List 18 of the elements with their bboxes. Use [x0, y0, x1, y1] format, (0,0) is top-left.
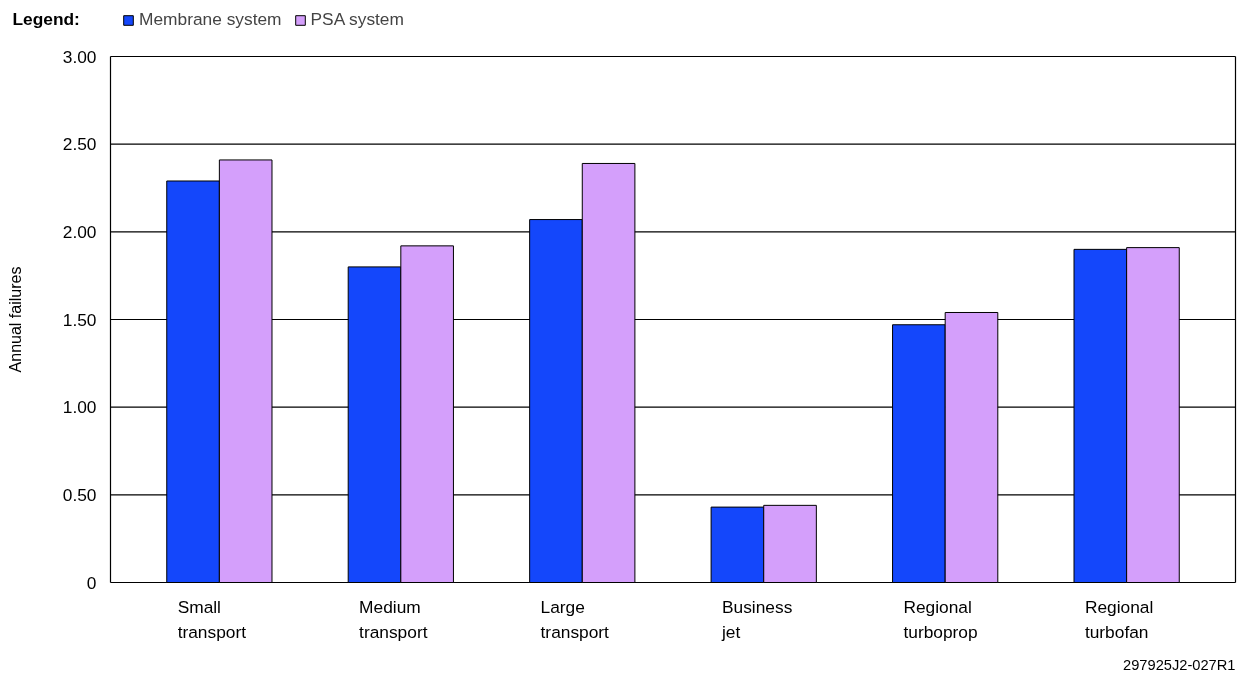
y-axis-title: Annual failures [7, 266, 24, 373]
legend-label: Membrane system [139, 9, 282, 30]
x-tick-label: Small transport [177, 596, 247, 642]
y-tick-label: 0 [86, 572, 97, 593]
legend-title: Legend: [12, 8, 80, 29]
y-tick-label: 3.00 [62, 46, 97, 67]
y-tick-label: 2.50 [62, 134, 97, 155]
x-tick-label: Regional turbofan [1084, 596, 1154, 642]
text: 297925J2-027R1 [1123, 656, 1236, 673]
x-tick-label: Large transport [540, 596, 610, 642]
y-tick-label: 2.00 [62, 221, 97, 242]
x-tick-label: Regional turboprop [903, 596, 978, 642]
legend-label: PSA system [310, 9, 404, 30]
y-tick-label: 1.50 [62, 309, 97, 330]
y-tick-label: 1.00 [62, 397, 97, 418]
x-tick-label: Medium transport [359, 596, 428, 642]
y-tick-label: 0.50 [62, 484, 97, 505]
x-tick-label: Business jet [720, 596, 793, 642]
